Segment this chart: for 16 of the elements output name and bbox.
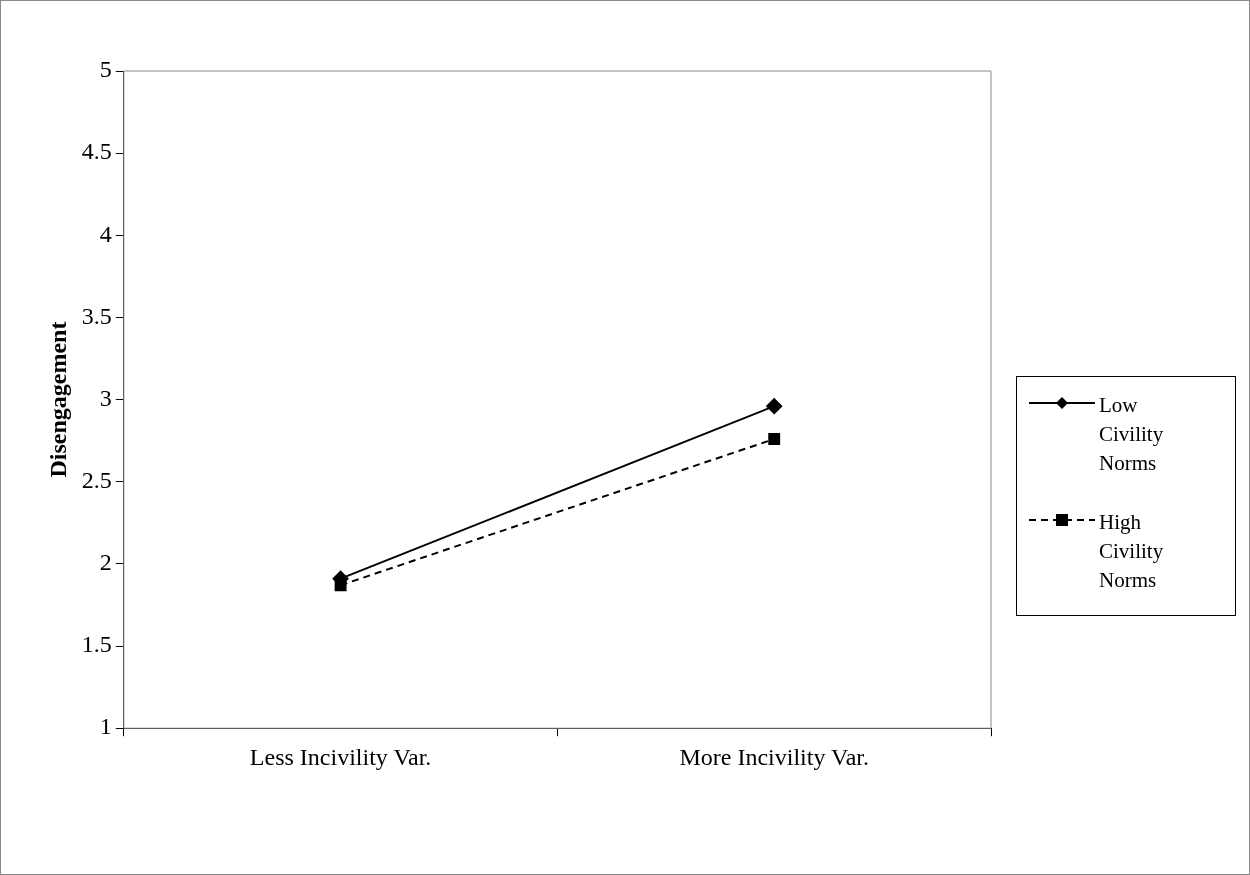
x-tick-label: More Incivility Var. [679, 743, 869, 770]
y-tick-label: 2.5 [81, 467, 112, 494]
y-axis-title: Disengagement [44, 321, 71, 478]
y-tick-label: 1 [99, 713, 112, 740]
y-tick-label: 3.5 [81, 302, 112, 329]
y-tick-label: 1.5 [81, 631, 112, 658]
y-tick-label: 3 [99, 384, 112, 411]
legend-label: High Civility Norms [1099, 509, 1165, 594]
legend-label: Low Civility Norms [1099, 392, 1165, 477]
y-tick-label: 4.5 [81, 138, 112, 165]
y-tick-label: 2 [99, 549, 112, 576]
point [766, 398, 783, 415]
y-tick-label: 5 [99, 56, 112, 83]
point [768, 433, 781, 445]
y-tick-label: 4 [99, 220, 112, 247]
x-tick-label: Less Incivility Var. [249, 743, 432, 770]
